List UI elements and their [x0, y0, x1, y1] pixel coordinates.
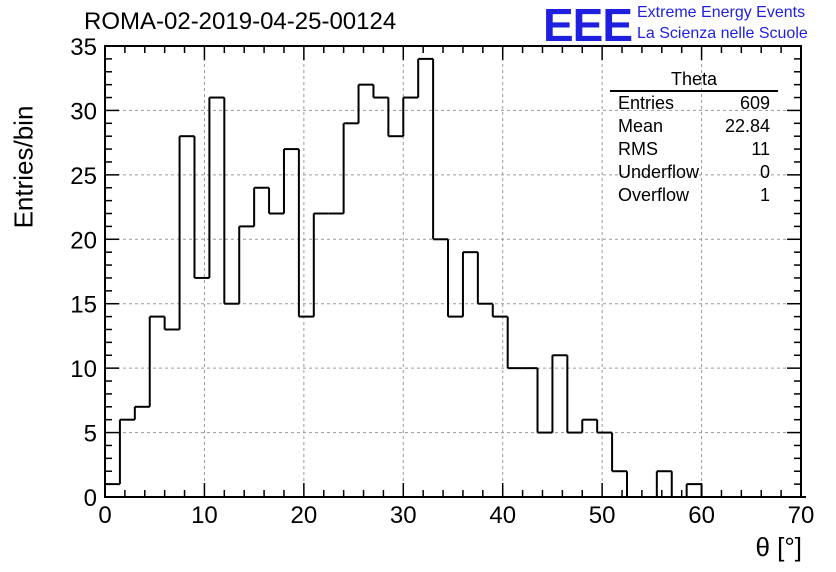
eee-logo-mark: EEE [543, 0, 633, 51]
stats-value: 22.84 [724, 116, 770, 136]
y-tick-label: 25 [70, 163, 97, 190]
axes [104, 45, 802, 498]
stats-row: Entries 609 [610, 92, 778, 115]
x-tick-label: 20 [291, 502, 318, 529]
stats-row: Mean 22.84 [610, 115, 778, 138]
stats-box: Theta Entries 609 Mean 22.84 RMS 11 Unde… [610, 69, 778, 207]
x-tick-label: 10 [191, 502, 218, 529]
y-tick-label: 35 [70, 34, 97, 61]
x-axis-label: θ [°] [755, 532, 802, 562]
y-tick-label: 0 [84, 485, 97, 512]
x-tick-label: 40 [489, 502, 516, 529]
stats-label: RMS [618, 139, 658, 159]
y-tick-label: 30 [70, 98, 97, 125]
stats-label: Underflow [618, 162, 700, 182]
y-tick-label: 5 [84, 421, 97, 448]
x-tick-label: 30 [390, 502, 417, 529]
stats-row: Underflow 0 [610, 161, 778, 184]
eee-logo-line1: Extreme Energy Events [637, 4, 806, 21]
plot-frame [104, 45, 802, 498]
stats-value: 0 [759, 162, 770, 182]
stats-value: 1 [759, 185, 770, 205]
stats-row: RMS 11 [610, 138, 778, 161]
stats-label: Overflow [618, 185, 690, 205]
stats-value: 11 [751, 139, 770, 159]
x-tick-label: 50 [589, 502, 616, 529]
histogram-series [104, 57, 806, 498]
eee-logo-line2: La Scienza nelle Scuole [637, 25, 808, 42]
y-axis-label-wrap: Entries/bin [6, 106, 42, 229]
chart-title: ROMA-02-2019-04-25-00124 [84, 8, 397, 35]
stats-label: Entries [618, 93, 675, 113]
stats-title: Theta [610, 69, 778, 92]
stats-value: 609 [739, 93, 770, 113]
stats-label: Mean [618, 116, 664, 136]
y-tick-label: 15 [70, 292, 97, 319]
grid-lines [105, 46, 801, 497]
y-tick-label: 10 [70, 356, 97, 383]
x-tick-label: 60 [688, 502, 715, 529]
y-axis-label: Entries/bin [8, 105, 39, 229]
x-tick-label: 70 [788, 502, 815, 529]
x-tick-label: 0 [98, 502, 111, 529]
stats-row: Overflow 1 [610, 184, 778, 207]
y-tick-label: 20 [70, 227, 97, 254]
